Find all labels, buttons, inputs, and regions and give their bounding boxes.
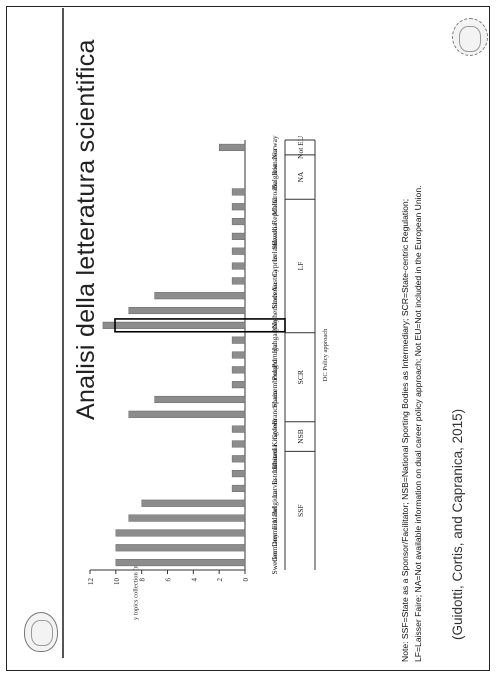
group-label: SCR bbox=[296, 370, 305, 384]
category-label: Luxembourg bbox=[270, 365, 279, 404]
university-crest-icon bbox=[24, 612, 58, 652]
bar bbox=[115, 544, 246, 552]
bar bbox=[231, 262, 246, 270]
bar bbox=[231, 247, 246, 255]
bar bbox=[231, 484, 246, 492]
bar bbox=[231, 336, 246, 344]
category-label: Estonia bbox=[270, 462, 279, 485]
category-label: Germany bbox=[270, 534, 279, 562]
category-label: Spain bbox=[270, 391, 279, 408]
category-label: Ireland bbox=[270, 240, 279, 261]
category-label: Croatia bbox=[270, 180, 279, 203]
bar bbox=[102, 321, 246, 329]
group-label: NSB bbox=[296, 429, 305, 444]
highlight-box bbox=[114, 318, 286, 333]
category-label: Romania bbox=[270, 148, 279, 176]
bar bbox=[154, 292, 246, 300]
category-label: Portugal bbox=[270, 342, 279, 367]
bar-chart: 0 2 4 6 8 10 12 Country topics collection (n) Sw… bbox=[87, 135, 329, 638]
value-tick-label: 4 bbox=[190, 578, 198, 582]
bar bbox=[231, 351, 246, 359]
bar bbox=[141, 499, 246, 507]
category-axis-label: DC Policy approach bbox=[322, 328, 329, 381]
slide-frame bbox=[6, 6, 490, 671]
category-label: Lithuania bbox=[270, 444, 279, 473]
value-tick-label: 2 bbox=[216, 578, 224, 582]
bar bbox=[115, 559, 246, 567]
group-label: SSF bbox=[296, 504, 305, 517]
bar bbox=[128, 514, 246, 522]
chart-container: 0 2 4 6 8 10 12 Country topics collection (n) Sw… bbox=[70, 130, 370, 638]
bar bbox=[231, 455, 246, 463]
category-label: Cyprus bbox=[270, 255, 279, 277]
group-label: LF bbox=[296, 262, 305, 271]
category-label: Czech Republic bbox=[270, 197, 279, 245]
bar bbox=[231, 188, 246, 196]
category-label: Hungary bbox=[270, 327, 279, 353]
category-label: Poland bbox=[270, 359, 279, 380]
bar bbox=[231, 232, 246, 240]
category-label: Austria bbox=[270, 269, 279, 292]
bar bbox=[128, 410, 246, 418]
value-tick-label: 10 bbox=[113, 578, 121, 586]
value-tick-label: 12 bbox=[87, 578, 95, 586]
group-label: NA bbox=[296, 171, 305, 182]
value-tick-label: 6 bbox=[165, 578, 173, 582]
category-label: Malta bbox=[270, 197, 279, 215]
bar bbox=[231, 277, 246, 285]
note-line-1: Note: SSF=State as a Sponsor/Facilitator… bbox=[400, 198, 410, 662]
category-label: France bbox=[270, 403, 279, 424]
category-label: Latvia bbox=[270, 478, 279, 498]
bar bbox=[231, 425, 246, 433]
bar bbox=[231, 203, 246, 211]
bar bbox=[231, 366, 246, 374]
category-label: United Kingdom bbox=[270, 418, 279, 469]
category-label: Sweden bbox=[270, 550, 279, 574]
bar bbox=[115, 529, 246, 537]
bar bbox=[231, 218, 246, 226]
category-label: Norway bbox=[270, 135, 279, 159]
category-label: Italy bbox=[270, 318, 279, 332]
bar bbox=[231, 440, 246, 448]
category-label: Netherlands bbox=[270, 292, 279, 328]
category-label: Slovenia bbox=[270, 282, 279, 309]
bar bbox=[218, 143, 246, 151]
bar bbox=[154, 395, 246, 404]
category-label: Slovakia bbox=[270, 223, 279, 250]
note-line-2: LF=Laisser Faire; NA=Not available infor… bbox=[413, 185, 423, 662]
value-tick-label: 0 bbox=[242, 578, 250, 582]
group-label: Not EU bbox=[296, 135, 305, 159]
university-seal-icon bbox=[452, 18, 488, 56]
category-label: Belgium bbox=[270, 490, 279, 516]
header-divider bbox=[62, 8, 64, 658]
bar bbox=[231, 381, 246, 389]
citation: (Guidotti, Cortis, and Capranica, 2015) bbox=[450, 408, 465, 640]
value-tick-label: 8 bbox=[139, 578, 147, 582]
value-axis-label: Country topics collection (n) bbox=[133, 563, 140, 620]
category-label: Finland bbox=[270, 506, 279, 529]
bar bbox=[128, 306, 246, 315]
category-label: Bulgaria bbox=[270, 163, 279, 189]
category-label: Greece bbox=[270, 418, 279, 440]
category-label: Denmark bbox=[270, 519, 279, 547]
bar bbox=[231, 470, 246, 478]
